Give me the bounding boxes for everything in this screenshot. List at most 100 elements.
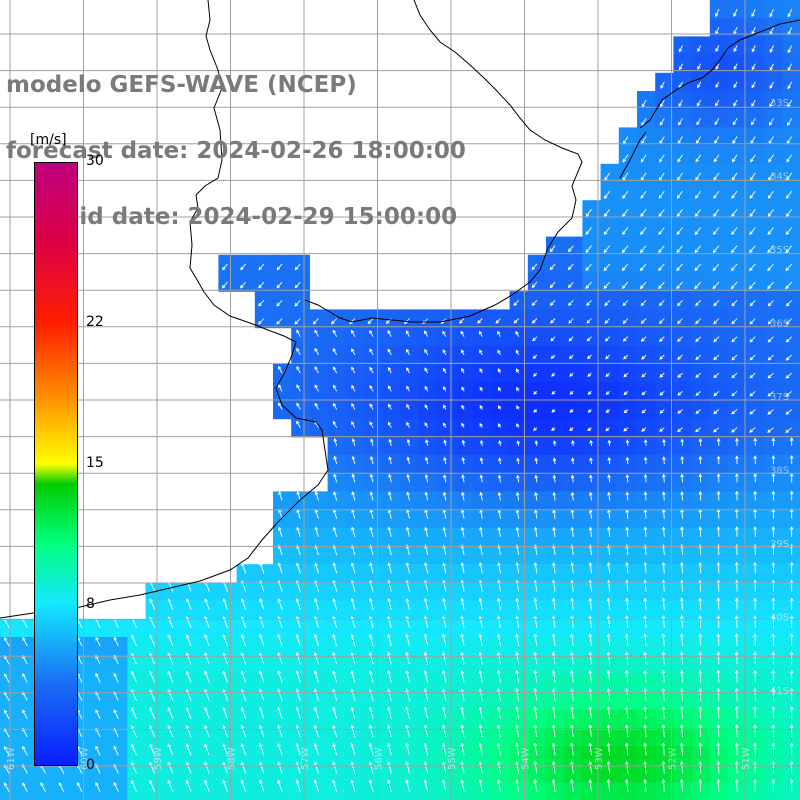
speed-cell <box>709 600 729 620</box>
speed-cell <box>327 728 347 747</box>
speed-cell <box>655 436 674 456</box>
speed-cell <box>673 473 693 492</box>
wind-arrow-head <box>713 356 718 361</box>
wind-arrow <box>186 725 192 738</box>
wind-arrow <box>479 527 483 537</box>
speed-cell <box>291 527 310 547</box>
wind-arrow <box>553 510 556 519</box>
wind-arrow-head <box>294 302 299 307</box>
speed-cell <box>473 600 492 620</box>
wind-arrow <box>349 318 356 325</box>
wind-arrow <box>369 330 374 337</box>
wind-arrow <box>604 299 611 306</box>
wind-arrow <box>626 670 629 683</box>
wind-arrow-head <box>240 761 245 766</box>
wind-arrow <box>713 245 720 253</box>
wind-arrow-head <box>753 490 757 495</box>
wind-arrow <box>387 616 392 629</box>
wind-arrow-head <box>622 302 627 307</box>
wind-arrow-head <box>734 633 739 637</box>
wind-arrow <box>749 190 756 199</box>
wind-arrow <box>553 562 556 574</box>
wind-arrow-head <box>496 742 501 747</box>
wind-arrow <box>552 616 556 628</box>
wind-arrow-head <box>424 385 428 390</box>
wind-arrow-head <box>643 669 647 674</box>
wind-arrow <box>715 63 720 70</box>
wind-arrow <box>167 780 174 792</box>
wind-arrow <box>571 598 574 610</box>
speed-cell <box>455 764 474 784</box>
wind-arrow-head <box>731 320 736 325</box>
longitude-label: 55W <box>447 747 458 770</box>
speed-cell <box>254 582 274 602</box>
speed-cell <box>327 618 347 638</box>
wind-arrow-head <box>313 615 318 620</box>
wind-arrow <box>167 653 174 665</box>
wind-arrow-head <box>715 13 719 18</box>
speed-cell <box>455 637 474 656</box>
speed-cell <box>637 382 656 401</box>
wind-arrow-head <box>259 706 263 711</box>
wind-arrow-head <box>569 391 574 395</box>
wind-arrow-head <box>679 633 684 638</box>
speed-cell <box>618 345 638 365</box>
speed-cell <box>400 527 420 547</box>
wind-arrow-head <box>351 491 355 496</box>
latitude-label: 35S <box>770 245 789 256</box>
wind-arrow <box>167 744 174 756</box>
wind-arrow <box>785 263 793 271</box>
speed-cell <box>418 655 438 674</box>
wind-arrow <box>77 673 83 683</box>
speed-cell <box>728 709 747 729</box>
wind-arrow <box>167 689 174 701</box>
wind-arrow-head <box>222 616 226 620</box>
speed-cell <box>746 455 765 474</box>
wind-arrow-head <box>785 267 790 272</box>
speed-cell <box>400 455 420 474</box>
wind-arrow <box>332 761 338 774</box>
speed-cell <box>473 491 492 511</box>
speed-cell <box>527 764 547 784</box>
wind-arrow-head <box>533 669 538 674</box>
speed-cell <box>527 509 547 529</box>
speed-cell <box>600 764 620 784</box>
speed-cell <box>673 691 693 711</box>
wind-arrow <box>259 762 265 774</box>
speed-cell <box>618 364 638 383</box>
wind-arrow <box>276 263 283 270</box>
wind-arrow-head <box>149 743 153 748</box>
wind-arrow-head <box>368 779 373 784</box>
wind-arrow <box>406 707 410 720</box>
wind-arrow-head <box>515 615 519 620</box>
speed-cell <box>746 600 765 620</box>
wind-arrow <box>786 354 793 361</box>
speed-cell <box>491 655 511 674</box>
wind-arrow <box>406 367 410 374</box>
speed-cell <box>473 691 492 711</box>
wind-arrow <box>22 691 28 701</box>
wind-arrow-head <box>714 121 718 126</box>
wind-arrow-head <box>789 705 794 710</box>
speed-cell <box>746 436 765 456</box>
wind-arrow <box>641 318 647 324</box>
wind-arrow-head <box>259 779 263 784</box>
wind-arrow <box>717 761 720 774</box>
wind-arrow-head <box>387 688 391 693</box>
wind-arrow-head <box>769 66 773 71</box>
speed-cell <box>455 546 474 565</box>
speed-cell <box>254 600 274 620</box>
wind-arrow-head <box>607 474 611 479</box>
wind-arrow-head <box>497 561 501 566</box>
speed-cell <box>655 364 674 383</box>
speed-cell <box>709 582 729 602</box>
wind-arrow-head <box>771 615 776 619</box>
wind-arrow <box>531 299 538 306</box>
speed-cell <box>382 491 401 511</box>
speed-cell <box>345 655 365 674</box>
wind-arrow <box>603 245 611 253</box>
wind-arrow <box>733 63 738 70</box>
speed-cell <box>600 691 620 711</box>
wind-arrow-head <box>240 633 245 638</box>
wind-arrow-head <box>734 760 739 765</box>
